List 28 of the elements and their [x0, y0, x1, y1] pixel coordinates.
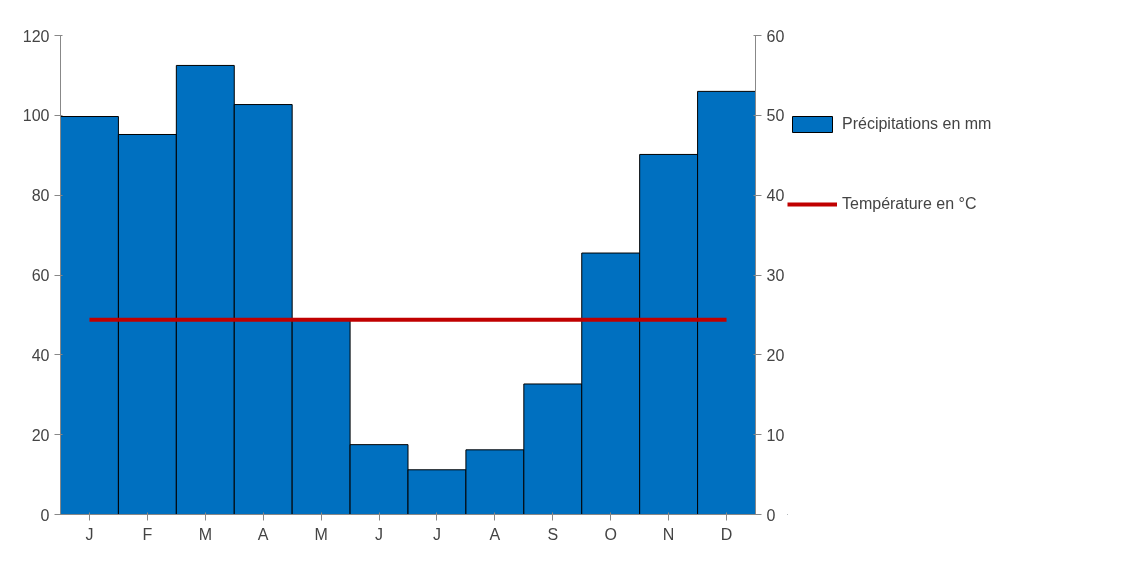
x-tick-label: O	[604, 525, 617, 543]
y2-tick-label: 50	[766, 107, 785, 125]
x-tick-label: A	[257, 525, 269, 543]
y-tick-label: 20	[31, 426, 50, 444]
y-tick-label: 120	[22, 27, 50, 45]
y2-tick-label: 20	[766, 346, 785, 364]
y2-tick-label: 40	[766, 187, 785, 205]
x-tick-label: J	[375, 525, 384, 543]
x-tick-label: S	[547, 525, 559, 543]
x-tick-label: M	[314, 525, 328, 543]
y2-tick-label: 10	[766, 426, 785, 444]
y-tick-label: 40	[31, 346, 50, 364]
y-tick-label: 80	[31, 187, 50, 205]
y-tick-label: 60	[31, 267, 50, 284]
x-tick-label: M	[198, 525, 212, 543]
x-tick-label: J	[432, 525, 441, 543]
y2-tick-label: 60	[766, 27, 785, 45]
legend-label: Précipitations en mm	[842, 115, 992, 133]
y2-tick-label: 30	[766, 267, 785, 284]
legend-label: Température en °C	[842, 195, 977, 213]
x-tick-label: D	[720, 525, 733, 543]
x-tick-label: A	[489, 525, 501, 543]
y2-tick-label: 0	[766, 506, 776, 524]
y-tick-label: 0	[40, 506, 50, 524]
x-tick-label: J	[85, 525, 94, 543]
x-tick-label: F	[142, 525, 153, 543]
y-tick-label: 100	[22, 107, 50, 125]
x-tick-label: N	[662, 525, 675, 543]
